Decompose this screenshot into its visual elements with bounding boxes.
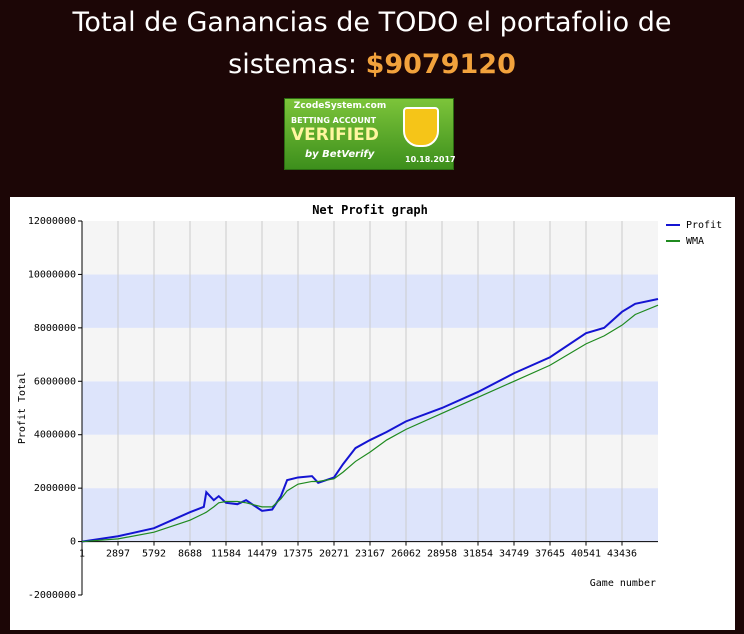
badge-by: by BetVerify: [305, 149, 375, 160]
x-tick-label: 11584: [211, 549, 241, 560]
y-tick-label: 0: [70, 537, 76, 548]
y-tick-label: 12000000: [28, 216, 76, 227]
x-tick-label: 20271: [319, 549, 349, 560]
y-tick-label: -2000000: [28, 590, 76, 601]
y-tick-label: 10000000: [28, 269, 76, 280]
badge-verified: VERIFIED: [291, 125, 379, 145]
headline-text: Total de Ganancias de TODO el portafolio…: [72, 7, 672, 80]
y-tick-label: 4000000: [34, 430, 76, 441]
y-axis-label: Profit Total: [17, 372, 28, 444]
verified-badge: ZcodeSystem.com BETTING ACCOUNT VERIFIED…: [284, 98, 456, 170]
badge-date: 10.18.2017: [405, 155, 456, 164]
x-tick-label: 14479: [247, 549, 277, 560]
chart: Net Profit graph Game number Profit Tota…: [17, 203, 722, 601]
x-tick-label: 43436: [607, 549, 637, 560]
y-tick-label: 6000000: [34, 376, 76, 387]
badge-shield: [403, 107, 439, 147]
x-tick-label: 28958: [427, 549, 457, 560]
y-tick-label: 8000000: [34, 323, 76, 334]
total-amount: $9079120: [365, 49, 516, 80]
legend-label: Profit: [686, 220, 722, 231]
series-line: [81, 298, 659, 543]
x-tick-label: 17375: [283, 549, 313, 560]
series-line: [81, 304, 659, 543]
chart-panel: Net Profit graph Game number Profit Tota…: [10, 197, 735, 630]
x-tick-label: 40541: [571, 549, 601, 560]
y-tick-label: 2000000: [34, 483, 76, 494]
x-tick-label: 2897: [106, 549, 130, 560]
headline: Total de Ganancias de TODO el portafolio…: [62, 2, 682, 86]
x-tick-label: 26062: [391, 549, 421, 560]
badge-site: ZcodeSystem.com: [293, 101, 387, 111]
x-tick-label: 37645: [535, 549, 565, 560]
badge-line1: BETTING ACCOUNT: [291, 116, 377, 125]
legend-label: WMA: [686, 236, 704, 247]
x-axis-label: Game number: [590, 578, 656, 589]
x-tick-label: 5792: [142, 549, 166, 560]
x-tick-label: 23167: [355, 549, 385, 560]
x-tick-label: 8688: [178, 549, 202, 560]
x-tick-label: 34749: [499, 549, 529, 560]
chart-title: Net Profit graph: [312, 203, 428, 217]
x-tick-label: 31854: [463, 549, 493, 560]
